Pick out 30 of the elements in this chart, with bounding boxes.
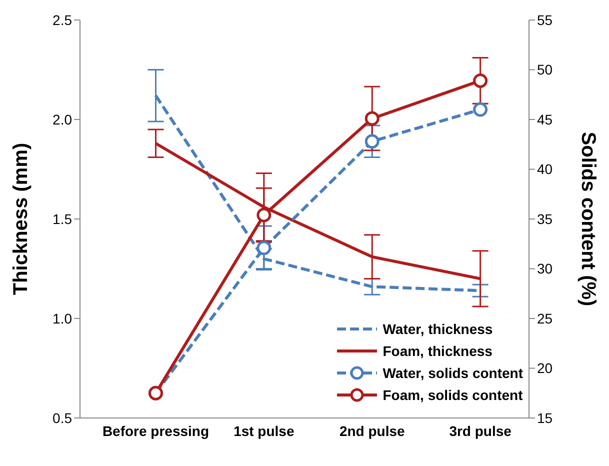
legend-label: Foam, solids content — [382, 386, 523, 405]
point — [256, 208, 272, 222]
y2-tick-label: 45 — [537, 111, 553, 128]
legend-label: Water, solids content — [382, 364, 523, 383]
point — [364, 111, 380, 126]
y2-tick-label: 55 — [537, 12, 553, 28]
point — [473, 102, 488, 117]
y2-tick-label: 20 — [537, 360, 553, 376]
y2-tick-label: 30 — [537, 260, 553, 277]
y-tick-label: 2.5 — [52, 12, 72, 28]
legend-label: Foam, thickness — [382, 342, 492, 361]
legend-label: Water, thickness — [382, 320, 493, 339]
y-axis-title: Thickness (mm) — [10, 142, 32, 296]
x-tick-label: 2nd pulse — [339, 422, 405, 439]
point — [473, 73, 488, 88]
y2-tick-label: 40 — [537, 161, 553, 178]
x-tick-label: 3rd pulse — [449, 422, 512, 439]
y-tick-label: 0.5 — [52, 410, 72, 426]
point — [364, 134, 380, 149]
y-tick-label: 1.0 — [52, 310, 72, 326]
y2-tick-label: 50 — [537, 62, 553, 78]
y2-axis-title: Solids content (%) — [576, 132, 599, 306]
y2-tick-label: 15 — [537, 410, 553, 426]
y2-tick-label: 25 — [537, 310, 553, 326]
point — [256, 240, 272, 256]
y-tick-label: 2.0 — [52, 111, 72, 128]
x-tick-label: 1st pulse — [234, 422, 294, 439]
y-tick-label: 1.5 — [52, 210, 72, 227]
y2-tick-label: 35 — [537, 210, 553, 227]
x-tick-label: Before pressing — [102, 422, 210, 439]
